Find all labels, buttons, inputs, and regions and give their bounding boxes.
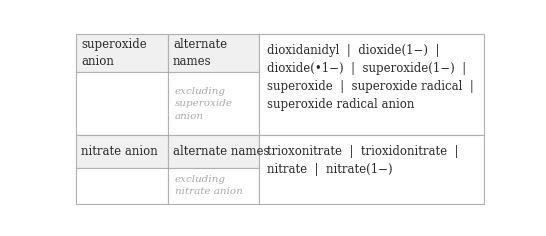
- Bar: [76, 72, 168, 135]
- Text: excluding
nitrate anion: excluding nitrate anion: [175, 175, 242, 196]
- Bar: [168, 72, 259, 135]
- Text: dioxidanidyl  |  dioxide(1−)  |
dioxide(•1−)  |  superoxide(1−)  |
superoxide  |: dioxidanidyl | dioxide(1−) | dioxide(•1−…: [267, 44, 474, 111]
- Bar: [168, 135, 259, 168]
- Text: alternate
names: alternate names: [173, 38, 227, 68]
- Bar: [168, 168, 259, 204]
- Text: trioxonitrate  |  trioxidonitrate  |
nitrate  |  nitrate(1−): trioxonitrate | trioxidonitrate | nitrat…: [267, 144, 459, 176]
- Text: excluding
superoxide
anion: excluding superoxide anion: [175, 87, 233, 121]
- Bar: [259, 135, 484, 204]
- Text: nitrate anion: nitrate anion: [81, 145, 158, 158]
- Bar: [259, 34, 484, 135]
- Bar: [76, 135, 168, 168]
- Text: alternate names: alternate names: [173, 145, 270, 158]
- Text: superoxide
anion: superoxide anion: [81, 38, 147, 68]
- Bar: [76, 34, 168, 72]
- Bar: [168, 34, 259, 72]
- Bar: [76, 168, 168, 204]
